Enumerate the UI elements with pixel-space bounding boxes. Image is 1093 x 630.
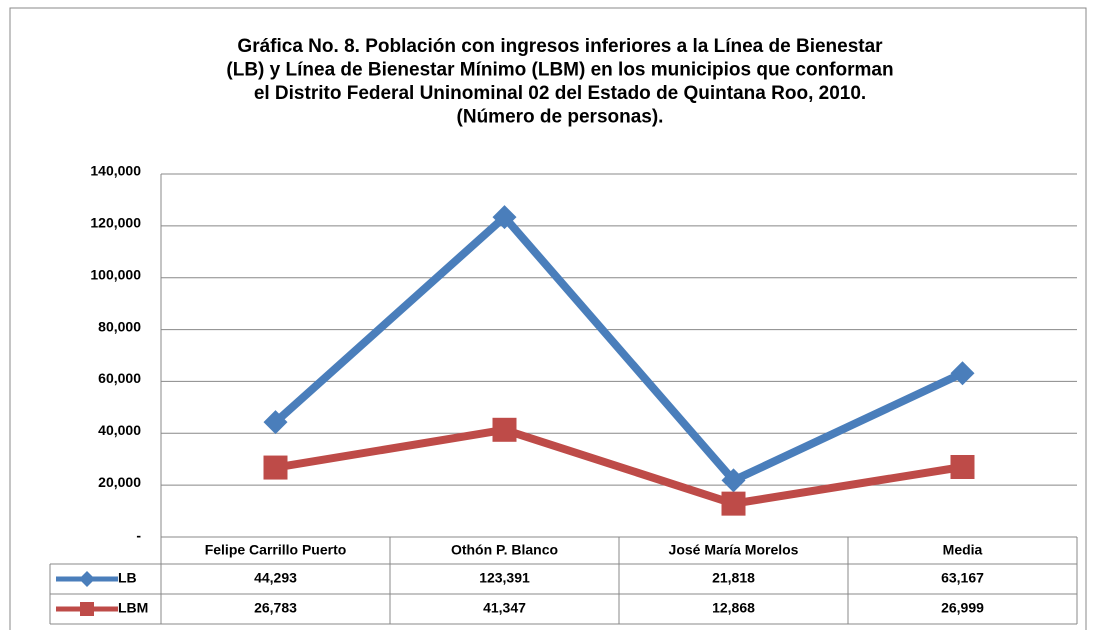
y-tick-label: 60,000 xyxy=(98,370,141,386)
line xyxy=(272,213,965,485)
y-tick-label: - xyxy=(136,528,141,544)
marker xyxy=(721,468,746,493)
chart-title: el Distrito Federal Uninominal 02 del Es… xyxy=(254,83,866,104)
legend-label: LBM xyxy=(118,600,148,616)
x-tick-label: José María Morelos xyxy=(669,542,799,558)
y-tick-label: 80,000 xyxy=(98,318,141,334)
x-tick-label: Othón P. Blanco xyxy=(451,542,558,558)
chart-title: (Número de personas). xyxy=(457,107,664,128)
chart-title: (LB) y Línea de Bienestar Mínimo (LBM) e… xyxy=(226,60,893,81)
table-value: 44,293 xyxy=(254,570,297,586)
marker xyxy=(263,455,288,480)
chart-border xyxy=(9,7,1087,630)
marker xyxy=(492,205,517,230)
legend-label: LB xyxy=(118,570,137,586)
marker xyxy=(721,491,746,516)
y-tick-label: 40,000 xyxy=(98,422,141,438)
table-value: 21,818 xyxy=(712,570,755,586)
table-value: 63,167 xyxy=(941,570,984,586)
y-tick-label: 20,000 xyxy=(98,474,141,490)
marker xyxy=(80,602,94,616)
table-value: 12,868 xyxy=(712,600,755,616)
table-value: 26,999 xyxy=(941,600,984,616)
table-value: 26,783 xyxy=(254,600,297,616)
marker xyxy=(492,417,517,442)
x-tick-label: Media xyxy=(943,542,983,558)
x-tick-label: Felipe Carrillo Puerto xyxy=(205,542,347,558)
y-tick-label: 120,000 xyxy=(90,215,141,231)
marker xyxy=(79,571,95,587)
table-value: 41,347 xyxy=(483,600,526,616)
table-value: 123,391 xyxy=(479,570,530,586)
y-tick-label: 100,000 xyxy=(90,266,141,282)
y-tick-label: 140,000 xyxy=(90,163,141,179)
marker xyxy=(950,454,975,479)
line xyxy=(274,425,964,508)
marker xyxy=(950,361,975,386)
marker xyxy=(263,410,288,435)
chart-title: Gráfica No. 8. Población con ingresos in… xyxy=(237,36,883,57)
